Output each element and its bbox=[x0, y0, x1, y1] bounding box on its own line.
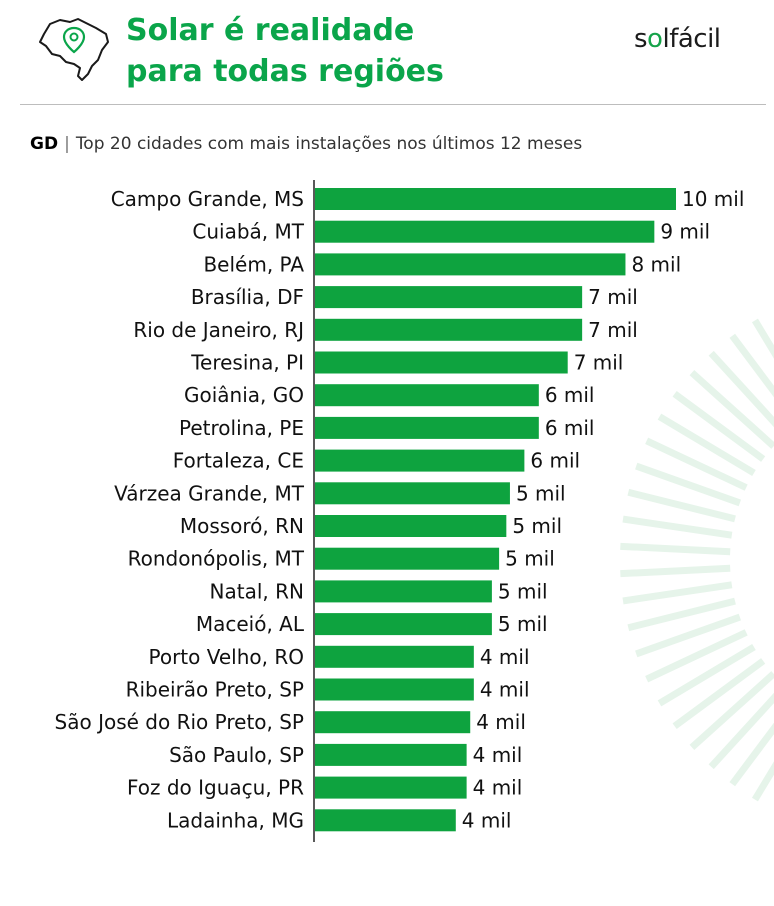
category-label: Belém, PA bbox=[203, 252, 304, 276]
category-label: Ribeirão Preto, SP bbox=[126, 678, 304, 702]
category-label: Rio de Janeiro, RJ bbox=[133, 318, 304, 342]
bar bbox=[315, 515, 507, 537]
category-label: Petrolina, PE bbox=[179, 416, 304, 440]
value-label: 5 mil bbox=[505, 547, 555, 571]
logo-sun-o: o bbox=[647, 24, 663, 54]
sun-ray bbox=[622, 581, 733, 605]
bar bbox=[315, 253, 626, 276]
sun-ray bbox=[672, 391, 766, 462]
category-label: Várzea Grande, MT bbox=[114, 481, 305, 505]
header-divider bbox=[20, 104, 766, 105]
value-label: 7 mil bbox=[588, 285, 638, 309]
category-label: Fortaleza, CE bbox=[173, 449, 304, 473]
page-title: Solar é realidade para todas regiões bbox=[126, 10, 444, 92]
sun-ray bbox=[620, 564, 731, 578]
value-label: 8 mil bbox=[631, 252, 681, 276]
category-label: Teresina, PI bbox=[190, 351, 304, 375]
bar bbox=[315, 809, 456, 832]
value-label: 4 mil bbox=[476, 710, 526, 734]
value-label: 4 mil bbox=[480, 645, 530, 669]
subtitle-tag: GD bbox=[30, 134, 59, 154]
bar bbox=[315, 188, 676, 210]
category-label: Rondonópolis, MT bbox=[128, 547, 305, 571]
bar bbox=[315, 613, 492, 636]
category-label: Ladainha, MG bbox=[167, 808, 304, 832]
subtitle-text: Top 20 cidades com mais instalações nos … bbox=[75, 134, 583, 154]
category-label: São Paulo, SP bbox=[169, 743, 304, 767]
bar bbox=[315, 220, 655, 243]
category-label: Brasília, DF bbox=[191, 285, 304, 309]
category-label: Mossoró, RN bbox=[180, 514, 304, 538]
sun-ray bbox=[627, 488, 736, 523]
value-label: 6 mil bbox=[545, 383, 595, 407]
value-label: 5 mil bbox=[516, 481, 566, 505]
sun-ray bbox=[751, 761, 774, 802]
brazil-map-pin-icon bbox=[39, 18, 109, 81]
value-label: 4 mil bbox=[462, 808, 512, 832]
bar bbox=[315, 482, 510, 505]
logo-text-rest: lfácil bbox=[662, 24, 721, 54]
bar bbox=[315, 351, 568, 374]
value-label: 4 mil bbox=[473, 743, 523, 767]
title-line-2: para todas regiões bbox=[126, 54, 444, 89]
value-label: 4 mil bbox=[480, 678, 530, 702]
sun-ray bbox=[708, 350, 774, 428]
bar bbox=[315, 384, 539, 407]
subtitle-separator: | bbox=[64, 134, 70, 154]
bar bbox=[315, 449, 525, 472]
sun-ray bbox=[751, 318, 774, 359]
bar bbox=[315, 318, 583, 341]
category-label: São José do Rio Preto, SP bbox=[55, 710, 304, 734]
sun-ray bbox=[645, 629, 748, 683]
value-label: 6 mil bbox=[530, 449, 580, 473]
sun-ray bbox=[635, 613, 742, 658]
sun-ray bbox=[708, 692, 774, 770]
value-label: 7 mil bbox=[588, 318, 638, 342]
category-label: Porto Velho, RO bbox=[149, 645, 305, 669]
sun-ray bbox=[689, 671, 774, 750]
sun-ray bbox=[627, 597, 736, 632]
category-label: Natal, RN bbox=[210, 579, 304, 603]
category-label: Goiânia, GO bbox=[184, 383, 304, 407]
sun-ray bbox=[729, 722, 774, 787]
value-label: 5 mil bbox=[512, 514, 562, 538]
sun-ray bbox=[645, 437, 748, 491]
bar bbox=[315, 645, 474, 668]
bar-chart: Campo Grande, MS 10 mil Cuiabá, MT 9 mil Bel… bbox=[55, 180, 744, 842]
category-label: Maceió, AL bbox=[196, 612, 305, 636]
category-label: Campo Grande, MS bbox=[111, 187, 304, 211]
sun-ray bbox=[672, 658, 766, 729]
bar bbox=[315, 678, 474, 701]
sun-ray bbox=[657, 413, 756, 476]
chart-subtitle: GD | Top 20 cidades com mais instalações n… bbox=[30, 134, 582, 154]
value-label: 9 mil bbox=[660, 220, 710, 244]
logo-text-s: s bbox=[634, 24, 648, 54]
category-label: Foz do Iguaçu, PR bbox=[127, 776, 304, 800]
value-label: 5 mil bbox=[498, 612, 548, 636]
value-label: 6 mil bbox=[545, 416, 595, 440]
sun-ray bbox=[635, 462, 742, 507]
sun-ray bbox=[620, 542, 731, 556]
sun-ray bbox=[689, 370, 774, 449]
bar bbox=[315, 776, 467, 799]
value-label: 4 mil bbox=[473, 776, 523, 800]
sun-ray bbox=[657, 644, 756, 707]
value-label: 10 mil bbox=[682, 187, 744, 211]
value-label: 7 mil bbox=[574, 351, 624, 375]
category-label: Cuiabá, MT bbox=[192, 220, 304, 244]
bar bbox=[315, 416, 539, 439]
sun-ray bbox=[729, 333, 774, 398]
value-label: 5 mil bbox=[498, 579, 548, 603]
bar bbox=[315, 286, 583, 309]
sun-ray bbox=[622, 515, 733, 539]
bar bbox=[315, 547, 500, 570]
solfacil-logo: solfácil bbox=[634, 24, 721, 54]
bar bbox=[315, 711, 471, 734]
bar bbox=[315, 743, 467, 766]
bar bbox=[315, 580, 492, 603]
title-line-1: Solar é realidade bbox=[126, 13, 415, 48]
